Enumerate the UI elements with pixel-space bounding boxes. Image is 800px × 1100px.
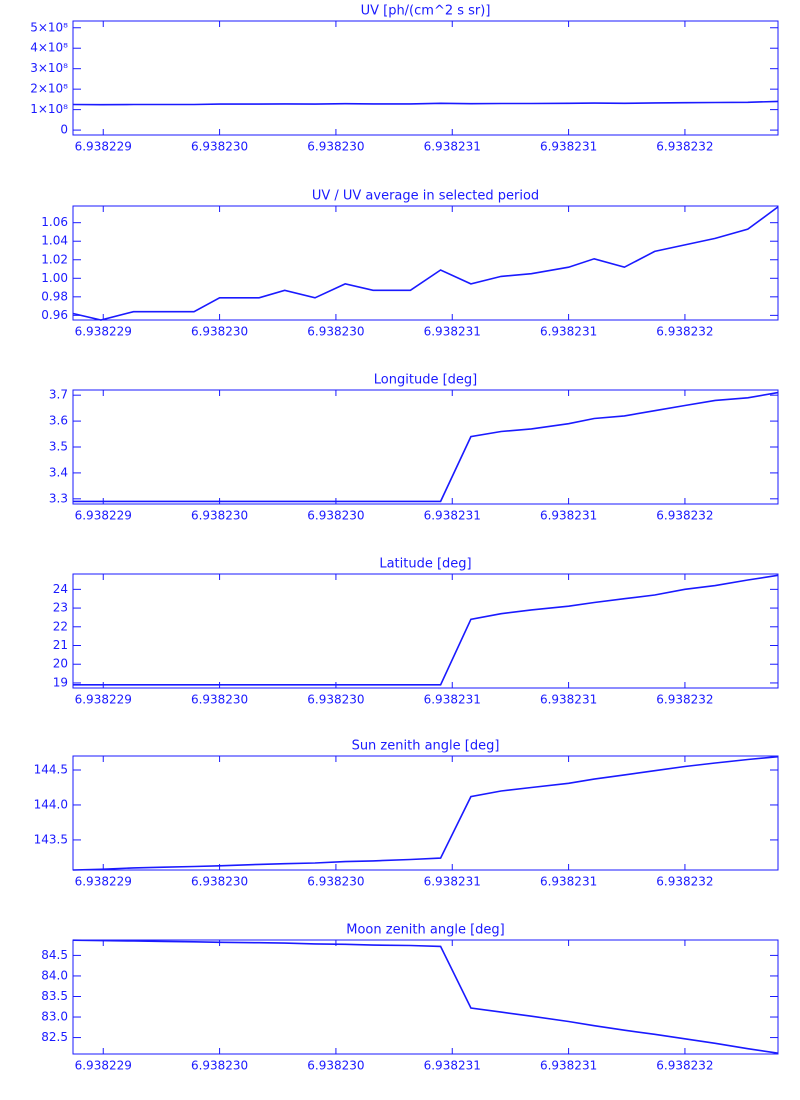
y-tick-label: 143.5 bbox=[34, 832, 68, 846]
x-tick-label: 6.938232 bbox=[656, 509, 713, 523]
x-tick-label: 6.938231 bbox=[424, 1059, 481, 1073]
y-tick-label: 1.00 bbox=[41, 271, 68, 285]
chart-title: Longitude [deg] bbox=[374, 373, 477, 388]
x-tick-label: 6.938232 bbox=[656, 1059, 713, 1073]
plot-frame bbox=[72, 20, 779, 136]
x-tick-label: 6.938230 bbox=[191, 875, 248, 889]
y-tick-label: 144.5 bbox=[34, 762, 68, 776]
data-line bbox=[72, 206, 779, 321]
y-tick-label: 22 bbox=[53, 619, 68, 633]
plot-frame bbox=[72, 755, 779, 871]
x-tick-label: 6.938231 bbox=[540, 1059, 597, 1073]
plot-frame bbox=[72, 205, 779, 321]
x-tick-label: 6.938232 bbox=[656, 325, 713, 339]
plot-frame bbox=[72, 573, 779, 689]
plot-frame bbox=[72, 939, 779, 1055]
y-tick-label: 144.0 bbox=[34, 797, 68, 811]
x-tick-label: 6.938232 bbox=[656, 140, 713, 154]
y-tick-label: 84.0 bbox=[41, 968, 68, 982]
y-tick-label: 20 bbox=[53, 657, 68, 671]
y-tick-label: 0.98 bbox=[41, 289, 68, 303]
x-tick-label: 6.938230 bbox=[191, 140, 248, 154]
x-tick-label: 6.938230 bbox=[191, 325, 248, 339]
y-tick-label: 3×10⁸ bbox=[30, 61, 68, 75]
y-tick-label: 24 bbox=[53, 582, 68, 596]
x-tick-label: 6.938230 bbox=[307, 875, 364, 889]
chart-title: Moon zenith angle [deg] bbox=[346, 923, 504, 938]
x-tick-label: 6.938230 bbox=[191, 1059, 248, 1073]
x-tick-label: 6.938230 bbox=[307, 325, 364, 339]
data-line bbox=[73, 574, 779, 686]
x-tick-label: 6.938231 bbox=[540, 509, 597, 523]
x-tick-label: 6.938231 bbox=[424, 509, 481, 523]
x-tick-label: 6.938230 bbox=[307, 509, 364, 523]
data-line bbox=[73, 391, 779, 503]
data-line bbox=[72, 755, 779, 871]
x-tick-label: 6.938229 bbox=[75, 509, 132, 523]
y-tick-label: 1×10⁸ bbox=[30, 102, 68, 116]
data-line bbox=[72, 100, 779, 106]
x-tick-label: 6.938232 bbox=[656, 693, 713, 707]
y-tick-label: 3.6 bbox=[49, 414, 68, 428]
x-tick-label: 6.938232 bbox=[656, 875, 713, 889]
x-tick-label: 6.938230 bbox=[307, 1059, 364, 1073]
y-tick-label: 1.04 bbox=[41, 234, 68, 248]
x-tick-label: 6.938231 bbox=[540, 875, 597, 889]
y-tick-label: 21 bbox=[53, 638, 68, 652]
x-tick-label: 6.938231 bbox=[540, 140, 597, 154]
y-tick-label: 3.4 bbox=[49, 465, 68, 479]
chart-title: UV [ph/(cm^2 s sr)] bbox=[361, 4, 491, 19]
y-tick-label: 23 bbox=[53, 601, 68, 615]
x-tick-label: 6.938231 bbox=[424, 693, 481, 707]
y-tick-label: 3.7 bbox=[49, 388, 68, 402]
chart-title: Sun zenith angle [deg] bbox=[352, 739, 500, 754]
y-tick-label: 5×10⁸ bbox=[30, 20, 68, 34]
x-tick-label: 6.938231 bbox=[424, 140, 481, 154]
x-tick-label: 6.938229 bbox=[75, 140, 132, 154]
x-tick-label: 6.938229 bbox=[75, 325, 132, 339]
x-tick-label: 6.938229 bbox=[75, 875, 132, 889]
y-tick-label: 0 bbox=[60, 123, 68, 137]
chart-title: UV / UV average in selected period bbox=[312, 189, 539, 204]
y-tick-label: 83.5 bbox=[41, 989, 68, 1003]
x-tick-label: 6.938229 bbox=[75, 1059, 132, 1073]
y-tick-label: 1.02 bbox=[41, 252, 68, 266]
x-tick-label: 6.938231 bbox=[424, 875, 481, 889]
x-tick-label: 6.938231 bbox=[540, 325, 597, 339]
y-tick-label: 2×10⁸ bbox=[30, 82, 68, 96]
x-tick-label: 6.938231 bbox=[540, 693, 597, 707]
x-tick-label: 6.938230 bbox=[191, 693, 248, 707]
y-tick-label: 3.5 bbox=[49, 440, 68, 454]
x-tick-label: 6.938230 bbox=[307, 693, 364, 707]
x-tick-label: 6.938230 bbox=[191, 509, 248, 523]
y-tick-label: 0.96 bbox=[41, 308, 68, 322]
y-tick-label: 19 bbox=[53, 675, 68, 689]
x-tick-label: 6.938231 bbox=[424, 325, 481, 339]
y-tick-label: 82.5 bbox=[41, 1030, 68, 1044]
y-tick-label: 4×10⁸ bbox=[30, 41, 68, 55]
x-tick-label: 6.938229 bbox=[75, 693, 132, 707]
chart-title: Latitude [deg] bbox=[379, 557, 471, 572]
y-tick-label: 83.0 bbox=[41, 1010, 68, 1024]
y-tick-label: 84.5 bbox=[41, 948, 68, 962]
x-tick-label: 6.938230 bbox=[307, 140, 364, 154]
y-tick-label: 1.06 bbox=[41, 215, 68, 229]
data-line bbox=[72, 939, 779, 1054]
y-tick-label: 3.3 bbox=[49, 491, 68, 505]
